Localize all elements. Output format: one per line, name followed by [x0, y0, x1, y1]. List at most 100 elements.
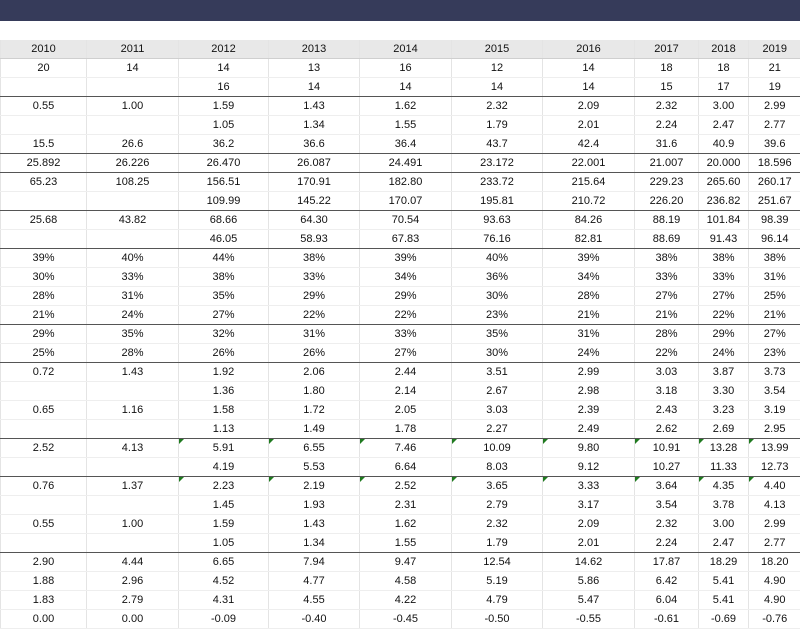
table-cell[interactable]: 12	[452, 59, 543, 78]
table-cell[interactable]: 28%	[1, 287, 87, 306]
table-cell[interactable]: 21.007	[635, 154, 699, 173]
table-cell[interactable]: 145.22	[269, 192, 360, 211]
table-cell[interactable]: 4.40	[749, 477, 800, 496]
table-cell[interactable]: 2.06	[269, 363, 360, 382]
table-cell[interactable]: 226.20	[635, 192, 699, 211]
table-cell[interactable]: 3.64	[635, 477, 699, 496]
table-cell[interactable]: 1.79	[452, 534, 543, 553]
table-cell[interactable]: 21%	[749, 306, 800, 325]
table-cell[interactable]: 236.82	[699, 192, 749, 211]
table-cell[interactable]: 27%	[749, 325, 800, 344]
table-cell[interactable]	[1, 458, 87, 477]
table-cell[interactable]: 3.18	[635, 382, 699, 401]
table-cell[interactable]: -0.76	[749, 610, 800, 629]
table-cell[interactable]: 2.77	[749, 116, 800, 135]
table-cell[interactable]: -0.61	[635, 610, 699, 629]
table-cell[interactable]: 91.43	[699, 230, 749, 249]
table-cell[interactable]: 5.41	[699, 591, 749, 610]
table-cell[interactable]: 4.55	[269, 591, 360, 610]
table-cell[interactable]: 11.33	[699, 458, 749, 477]
table-cell[interactable]: 18	[699, 59, 749, 78]
table-cell[interactable]: 24%	[87, 306, 179, 325]
table-cell[interactable]: 31%	[269, 325, 360, 344]
table-cell[interactable]: 7.46	[360, 439, 452, 458]
table-cell[interactable]: 26%	[269, 344, 360, 363]
table-cell[interactable]: 6.64	[360, 458, 452, 477]
table-cell[interactable]: 265.60	[699, 173, 749, 192]
table-cell[interactable]: 30%	[1, 268, 87, 287]
table-cell[interactable]: 2.32	[452, 515, 543, 534]
table-cell[interactable]: 1.05	[179, 534, 269, 553]
table-cell[interactable]: 2.32	[635, 515, 699, 534]
table-cell[interactable]: 2.49	[543, 420, 635, 439]
table-cell[interactable]: 2.39	[543, 401, 635, 420]
table-cell[interactable]: 4.79	[452, 591, 543, 610]
table-cell[interactable]: 1.92	[179, 363, 269, 382]
table-cell[interactable]: 0.55	[1, 97, 87, 116]
table-cell[interactable]: 27%	[635, 287, 699, 306]
table-cell[interactable]: 1.13	[179, 420, 269, 439]
table-cell[interactable]: -0.40	[269, 610, 360, 629]
table-cell[interactable]: -0.45	[360, 610, 452, 629]
table-cell[interactable]: 84.26	[543, 211, 635, 230]
table-cell[interactable]: 1.83	[1, 591, 87, 610]
table-cell[interactable]: 3.78	[699, 496, 749, 515]
table-cell[interactable]: 1.93	[269, 496, 360, 515]
table-cell[interactable]: 0.00	[1, 610, 87, 629]
table-cell[interactable]: 2.32	[452, 97, 543, 116]
table-cell[interactable]: 3.73	[749, 363, 800, 382]
table-cell[interactable]: 1.80	[269, 382, 360, 401]
table-cell[interactable]: 26.087	[269, 154, 360, 173]
table-cell[interactable]: 58.93	[269, 230, 360, 249]
table-cell[interactable]: 27%	[360, 344, 452, 363]
table-cell[interactable]: 1.34	[269, 534, 360, 553]
column-header-cell[interactable]: 2010	[1, 40, 87, 59]
table-cell[interactable]: 0.65	[1, 401, 87, 420]
table-cell[interactable]: 29%	[1, 325, 87, 344]
table-cell[interactable]	[87, 496, 179, 515]
table-cell[interactable]: 4.35	[699, 477, 749, 496]
table-cell[interactable]	[1, 192, 87, 211]
table-cell[interactable]: 1.00	[87, 97, 179, 116]
table-cell[interactable]	[1, 382, 87, 401]
table-cell[interactable]: 22%	[269, 306, 360, 325]
table-cell[interactable]: 33%	[87, 268, 179, 287]
table-cell[interactable]: 1.37	[87, 477, 179, 496]
table-cell[interactable]: 1.72	[269, 401, 360, 420]
table-cell[interactable]: 233.72	[452, 173, 543, 192]
table-cell[interactable]: 35%	[87, 325, 179, 344]
table-cell[interactable]: 1.00	[87, 515, 179, 534]
table-cell[interactable]: 43.7	[452, 135, 543, 154]
table-cell[interactable]: 26%	[179, 344, 269, 363]
table-cell[interactable]: 5.47	[543, 591, 635, 610]
table-cell[interactable]: 5.41	[699, 572, 749, 591]
table-cell[interactable]: 21%	[543, 306, 635, 325]
table-cell[interactable]: 93.63	[452, 211, 543, 230]
table-cell[interactable]: 27%	[179, 306, 269, 325]
table-cell[interactable]: 23.172	[452, 154, 543, 173]
table-cell[interactable]: 29%	[360, 287, 452, 306]
table-cell[interactable]: 2.43	[635, 401, 699, 420]
table-cell[interactable]: 2.67	[452, 382, 543, 401]
table-cell[interactable]: 2.01	[543, 116, 635, 135]
table-cell[interactable]: 3.51	[452, 363, 543, 382]
table-cell[interactable]: 35%	[452, 325, 543, 344]
table-cell[interactable]: 30%	[452, 287, 543, 306]
table-cell[interactable]: 4.90	[749, 572, 800, 591]
table-cell[interactable]: 17	[699, 78, 749, 97]
table-cell[interactable]: 39%	[1, 249, 87, 268]
table-cell[interactable]: 2.77	[749, 534, 800, 553]
table-cell[interactable]: 2.24	[635, 534, 699, 553]
table-cell[interactable]: 14	[543, 59, 635, 78]
table-cell[interactable]: 24.491	[360, 154, 452, 173]
table-cell[interactable]: 14	[269, 78, 360, 97]
table-cell[interactable]: 2.99	[543, 363, 635, 382]
table-cell[interactable]: 19	[749, 78, 800, 97]
table-cell[interactable]: 27%	[699, 287, 749, 306]
table-cell[interactable]: 33%	[360, 325, 452, 344]
table-cell[interactable]: 1.59	[179, 515, 269, 534]
table-cell[interactable]: 2.01	[543, 534, 635, 553]
table-cell[interactable]: 25.68	[1, 211, 87, 230]
table-cell[interactable]: 156.51	[179, 173, 269, 192]
table-cell[interactable]	[1, 78, 87, 97]
